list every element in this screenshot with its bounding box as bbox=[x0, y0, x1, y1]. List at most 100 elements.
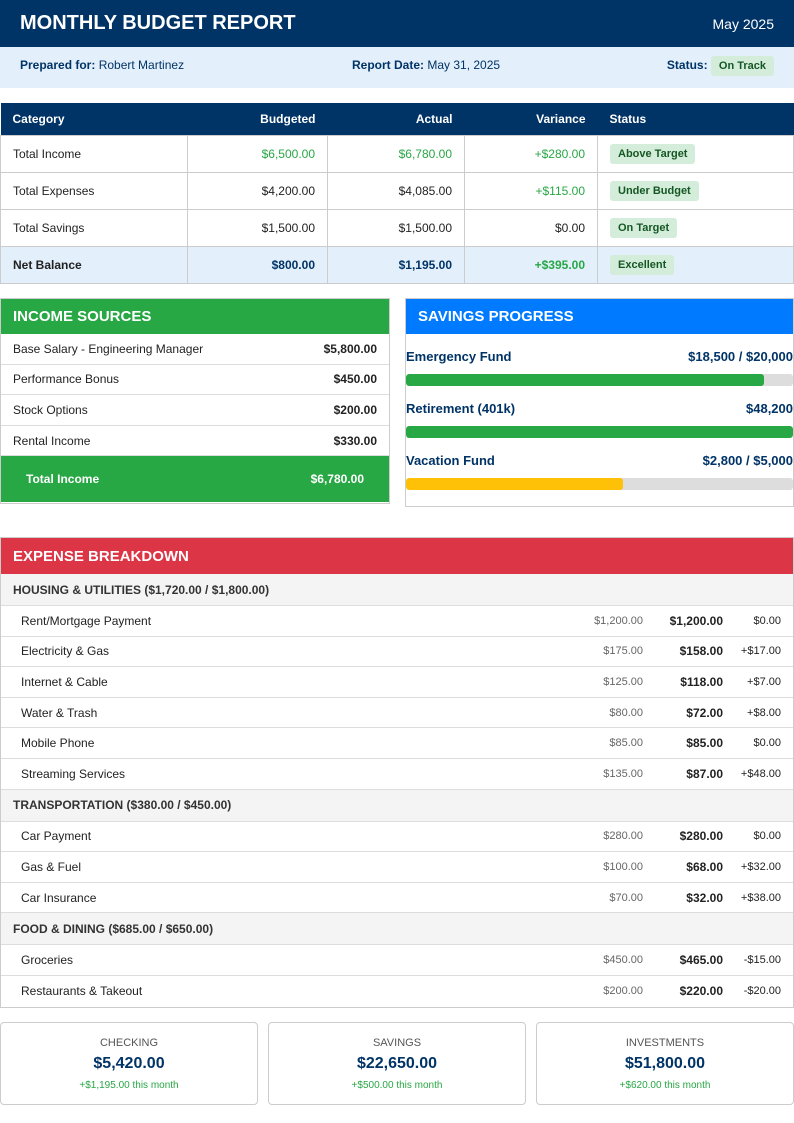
expense-actual: $220.00 bbox=[679, 984, 723, 999]
account-label: CHECKING bbox=[99, 1037, 159, 1049]
expense-item: Gas & Fuel $100.00 $68.00 +$32.00 bbox=[1, 852, 793, 883]
account-card-savings: SAVINGS $22,650.00 +$500.00 this month bbox=[268, 1022, 526, 1105]
expense-actual: $68.00 bbox=[686, 859, 723, 874]
goal-value: $48,200 bbox=[746, 401, 793, 416]
goal-progress-bar bbox=[406, 426, 793, 438]
savings-goal: Vacation Fund $2,800 / $5,000 bbox=[406, 453, 793, 468]
status-badge: On Target bbox=[610, 217, 678, 238]
account-card-investments: INVESTMENTS $51,800.00 +$620.00 this month bbox=[536, 1022, 794, 1105]
expense-variance: +$32.00 bbox=[740, 860, 781, 873]
expense-actual: $32.00 bbox=[686, 890, 723, 905]
expense-name: Car Payment bbox=[21, 829, 92, 844]
row-status: Under Budget bbox=[597, 171, 794, 210]
date-value: May 31, 2025 bbox=[427, 58, 501, 72]
expense-item: Groceries $450.00 $465.00 -$15.00 bbox=[1, 945, 793, 976]
report-period: May 2025 bbox=[712, 15, 774, 32]
expense-budget: $135.00 bbox=[603, 767, 643, 780]
expense-item: Rent/Mortgage Payment $1,200.00 $1,200.00 $… bbox=[1, 606, 793, 637]
income-total-row: Total Income $6,780.00 bbox=[1, 456, 389, 503]
expense-variance: +$48.00 bbox=[740, 767, 781, 780]
income-title: INCOME SOURCES bbox=[1, 299, 389, 334]
income-name: Performance Bonus bbox=[13, 372, 120, 387]
expense-item: Streaming Services $135.00 $87.00 +$48.00 bbox=[1, 759, 793, 790]
row-actual: $6,780.00 bbox=[327, 134, 465, 173]
account-label: SAVINGS bbox=[372, 1037, 422, 1049]
expense-variance: +$8.00 bbox=[747, 706, 781, 719]
row-category: Total Expenses bbox=[0, 171, 188, 210]
account-change: +$500.00 this month bbox=[351, 1080, 443, 1091]
expense-budget: $175.00 bbox=[603, 645, 643, 658]
expense-name: Streaming Services bbox=[21, 766, 126, 781]
col-variance: Variance bbox=[464, 103, 598, 135]
summary-row: Total Income $6,500.00 $6,780.00 +$280.00 Ab… bbox=[0, 134, 794, 173]
row-status: Above Target bbox=[597, 134, 794, 173]
status-badge: On Track bbox=[710, 56, 774, 76]
prepared-value: Robert Martinez bbox=[98, 58, 185, 72]
col-category: Category bbox=[0, 103, 188, 135]
income-amount: $330.00 bbox=[333, 433, 377, 448]
goal-progress-bar bbox=[406, 374, 793, 386]
savings-progress-card: SAVINGS PROGRESS Emergency Fund $18,500 /… bbox=[405, 298, 794, 507]
expense-budget: $200.00 bbox=[603, 985, 643, 998]
prepared-label: Prepared for: bbox=[20, 58, 96, 72]
row-budgeted: $1,500.00 bbox=[187, 208, 328, 247]
info-bar: Prepared for: Robert Martinez Report Dat… bbox=[0, 47, 794, 88]
expense-budget: $280.00 bbox=[603, 830, 643, 843]
goal-progress-fill bbox=[406, 478, 623, 490]
expense-variance: +$38.00 bbox=[740, 891, 781, 904]
status-label: Status: bbox=[666, 58, 708, 72]
goal-value: $18,500 / $20,000 bbox=[688, 349, 793, 364]
income-item: Stock Options $200.00 bbox=[1, 395, 389, 426]
income-sources-card: INCOME SOURCES Base Salary - Engineering… bbox=[0, 298, 390, 504]
prepared-for: Prepared for: Robert Martinez bbox=[20, 58, 184, 72]
expense-variance: +$17.00 bbox=[740, 645, 781, 658]
expense-title: EXPENSE BREAKDOWN bbox=[1, 538, 793, 574]
income-name: Stock Options bbox=[13, 402, 88, 417]
goal-name: Emergency Fund bbox=[406, 349, 512, 364]
summary-row: Total Expenses $4,200.00 $4,085.00 +$115.00… bbox=[0, 171, 794, 210]
summary-row: Net Balance $800.00 $1,195.00 +$395.00 Excel… bbox=[0, 245, 794, 284]
col-status: Status bbox=[597, 103, 794, 135]
expense-item: Car Insurance $70.00 $32.00 +$38.00 bbox=[1, 883, 793, 914]
col-actual: Actual bbox=[327, 103, 465, 135]
income-name: Base Salary - Engineering Manager bbox=[13, 341, 204, 356]
account-label: INVESTMENTS bbox=[625, 1037, 705, 1049]
expense-variance: -$15.00 bbox=[743, 954, 781, 967]
expense-name: Gas & Fuel bbox=[21, 859, 82, 874]
status-badge: Under Budget bbox=[610, 180, 699, 201]
account-change: +$1,195.00 this month bbox=[79, 1080, 179, 1091]
report-header: MONTHLY BUDGET REPORT May 2025 bbox=[0, 0, 794, 47]
expense-item: Car Payment $280.00 $280.00 $0.00 bbox=[1, 822, 793, 853]
expense-breakdown-card: EXPENSE BREAKDOWN HOUSING & UTILITIES ($… bbox=[0, 537, 794, 1008]
account-balance: $5,420.00 bbox=[93, 1055, 165, 1072]
income-name: Rental Income bbox=[13, 433, 91, 448]
expense-category-header: HOUSING & UTILITIES ($1,720.00 / $1,800.… bbox=[1, 574, 793, 606]
date-label: Report Date: bbox=[352, 58, 425, 72]
account-change: +$620.00 this month bbox=[619, 1080, 711, 1091]
account-card-checking: CHECKING $5,420.00 +$1,195.00 this month bbox=[0, 1022, 258, 1105]
expense-category-header: FOOD & DINING ($685.00 / $650.00) bbox=[1, 913, 793, 946]
expense-variance: $0.00 bbox=[753, 614, 781, 627]
status-badge: Above Target bbox=[610, 143, 696, 164]
expense-actual: $280.00 bbox=[679, 829, 723, 844]
expense-budget: $70.00 bbox=[609, 891, 643, 904]
expense-budget: $85.00 bbox=[609, 737, 643, 750]
status-badge: Excellent bbox=[610, 254, 675, 275]
row-category: Total Income bbox=[0, 134, 188, 173]
expense-actual: $465.00 bbox=[679, 953, 723, 968]
row-budgeted: $800.00 bbox=[187, 245, 328, 284]
expense-name: Electricity & Gas bbox=[21, 644, 110, 659]
row-status: Excellent bbox=[597, 245, 794, 284]
report-date: Report Date: May 31, 2025 bbox=[352, 58, 500, 72]
col-budgeted: Budgeted bbox=[187, 103, 328, 135]
expense-variance: $0.00 bbox=[753, 830, 781, 843]
income-item: Base Salary - Engineering Manager $5,800.… bbox=[1, 334, 389, 365]
account-balance: $51,800.00 bbox=[624, 1055, 706, 1072]
expense-name: Rent/Mortgage Payment bbox=[21, 613, 152, 628]
row-category: Total Savings bbox=[0, 208, 188, 247]
savings-title: SAVINGS PROGRESS bbox=[406, 299, 793, 334]
row-variance: +$280.00 bbox=[464, 134, 598, 173]
expense-budget: $100.00 bbox=[603, 860, 643, 873]
goal-progress-bar bbox=[406, 478, 793, 490]
row-variance: +$115.00 bbox=[464, 171, 598, 210]
